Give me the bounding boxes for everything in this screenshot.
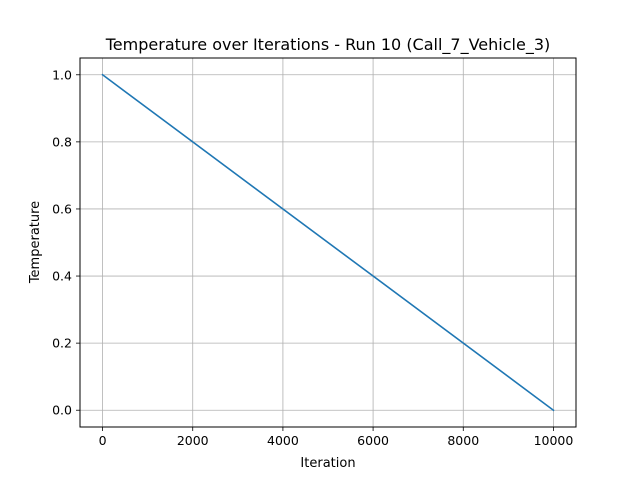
series-layer (101, 73, 555, 412)
x-tick-label: 2000 (177, 433, 209, 448)
y-axis-label: Temperature (28, 201, 43, 284)
x-axis-label: Iteration (300, 456, 355, 471)
plot-area-frame (79, 57, 577, 428)
y-tick-label: 0.2 (52, 336, 72, 351)
y-tick-label: 0.4 (52, 269, 72, 284)
series-line-temperature (101, 73, 555, 412)
x-tick-label: 0 (99, 433, 107, 448)
x-tick-label: 4000 (267, 433, 299, 448)
axis-ticks: 0 2000 4000 6000 8000 10000 0.0 0.2 0.4 0.6 0.8 1.0 (52, 67, 573, 448)
x-tick-label: 6000 (357, 433, 389, 448)
x-tick-label: 10000 (534, 433, 574, 448)
y-tick-label: 0.0 (52, 403, 72, 418)
x-tick-label: 8000 (447, 433, 479, 448)
y-tick-label: 1.0 (52, 67, 72, 82)
grid-lines (80, 58, 576, 427)
y-tick-label: 0.6 (52, 201, 72, 216)
y-tick-label: 0.8 (52, 134, 72, 149)
chart-title: Temperature over Iterations - Run 10 (Ca… (105, 35, 551, 55)
